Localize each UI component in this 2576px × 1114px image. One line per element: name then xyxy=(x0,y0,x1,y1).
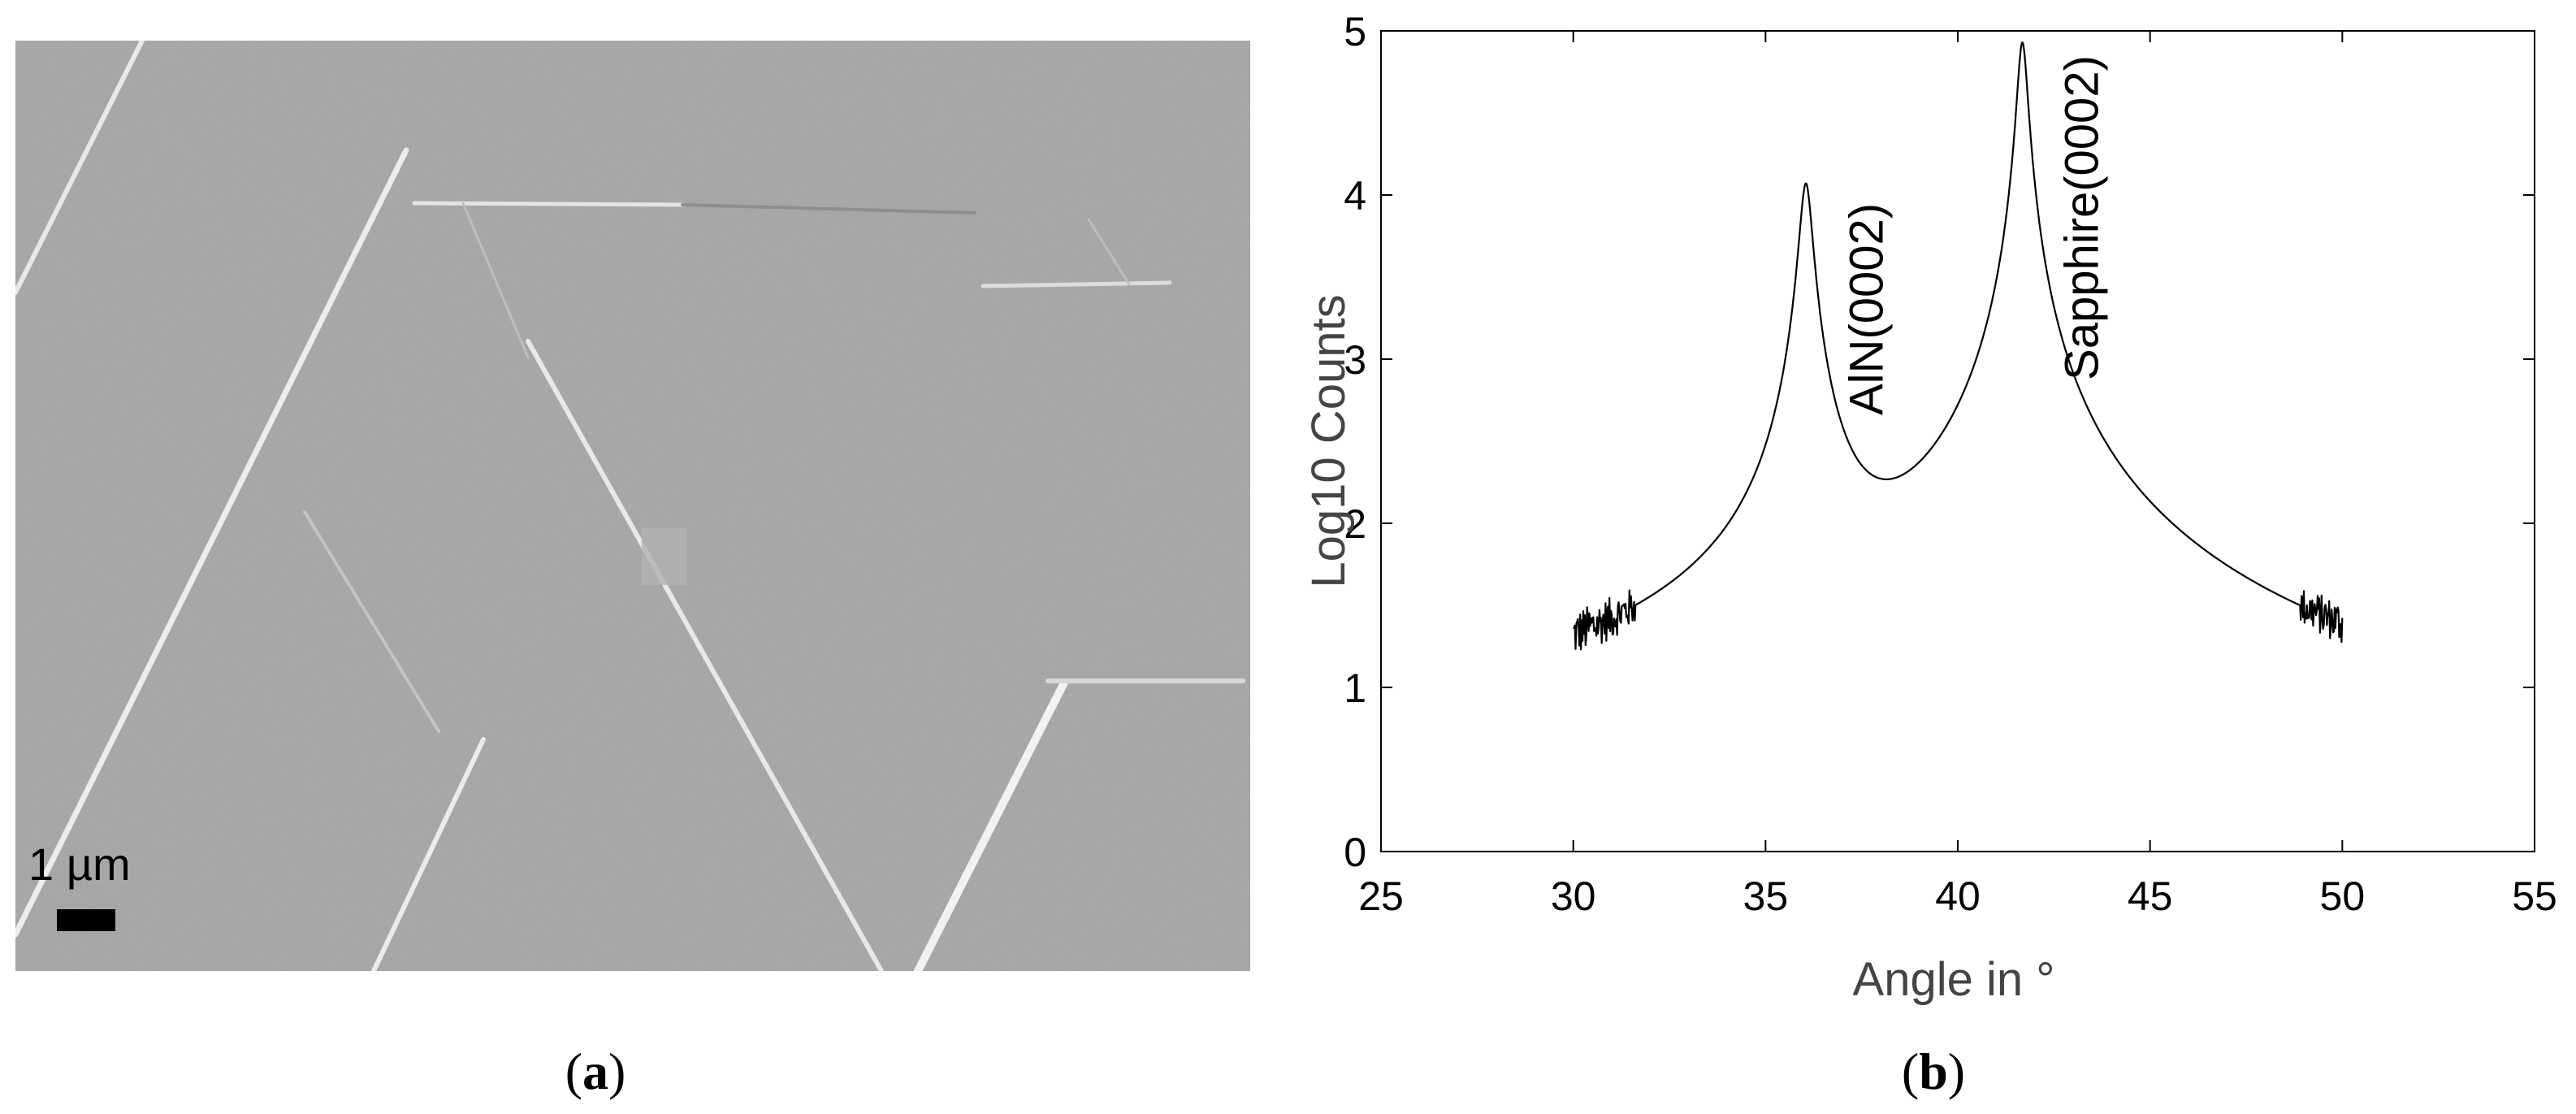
x-tick-label: 50 xyxy=(2320,873,2366,919)
crack-line xyxy=(461,202,530,359)
scale-bar-label: 1 µm xyxy=(28,839,131,890)
x-tick-label: 35 xyxy=(1743,873,1789,919)
crack-line xyxy=(681,203,976,215)
crack-line xyxy=(15,147,409,938)
crack-line xyxy=(412,201,685,207)
crack-line xyxy=(15,41,145,295)
crack-lines xyxy=(15,41,1245,971)
x-tick-label: 25 xyxy=(1358,873,1404,919)
panel-b-caption-letter: b xyxy=(1919,1042,1948,1100)
x-tick-label: 45 xyxy=(2128,873,2173,919)
panel-a-caption-letter: a xyxy=(582,1042,608,1100)
surface-particle xyxy=(642,528,686,585)
crack-line xyxy=(914,678,1068,971)
crack-line xyxy=(1087,218,1131,286)
y-axis: 0 1 2 3 4 5 xyxy=(1344,9,2535,875)
crack-line xyxy=(981,280,1172,288)
x-tick-label: 30 xyxy=(1551,873,1596,919)
y-tick-label: 1 xyxy=(1344,665,1366,711)
y-tick-label: 4 xyxy=(1344,173,1366,219)
crack-line xyxy=(303,510,440,733)
peak-annotations: AlN(0002) Sapphire(0002) xyxy=(1840,55,2108,415)
y-tick-label: 3 xyxy=(1344,337,1366,383)
y-tick-label: 5 xyxy=(1344,9,1366,54)
crack-line xyxy=(371,737,486,971)
y-tick-label: 2 xyxy=(1344,501,1366,547)
series-line-xrd-scan xyxy=(1572,41,2344,651)
peak-annotation: AlN(0002) xyxy=(1840,203,1893,415)
plot-frame xyxy=(1380,30,2535,852)
panel-a-caption: (a) xyxy=(565,1042,626,1100)
scale-bar xyxy=(57,909,115,931)
y-tick-label: 0 xyxy=(1344,830,1366,875)
peak-annotation: Sapphire(0002) xyxy=(2055,55,2108,380)
x-tick-label: 40 xyxy=(1935,873,1981,919)
x-tick-label: 55 xyxy=(2512,873,2557,919)
panel-a-micrograph: 1 µm xyxy=(15,41,1250,971)
x-axis-label: Angle in ° xyxy=(1853,953,2055,1006)
x-axis: 25 30 35 40 45 50 55 xyxy=(1358,31,2557,919)
y-axis-label: Log10 Counts xyxy=(1302,294,1355,587)
panel-b-caption: (b) xyxy=(1902,1042,1965,1100)
crack-line xyxy=(526,339,884,971)
sem-texture xyxy=(15,41,1250,971)
